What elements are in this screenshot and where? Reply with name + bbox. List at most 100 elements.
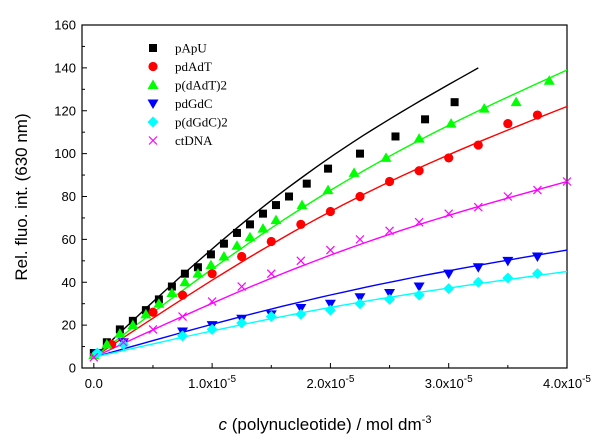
- point-diamond: [384, 293, 396, 305]
- point-square: [450, 98, 459, 107]
- point-triangle-up: [127, 319, 139, 330]
- point-x: [444, 209, 454, 219]
- point-circle: [444, 153, 454, 163]
- point-circle: [503, 119, 513, 129]
- x-axis-title-symbol: c: [219, 415, 228, 434]
- point-x: [118, 337, 128, 347]
- y-tick-label: 20: [62, 318, 76, 333]
- point-triangle-down: [295, 303, 307, 314]
- point-triangle-up: [231, 240, 243, 250]
- point-circle: [325, 206, 336, 217]
- point-square: [245, 220, 254, 229]
- point-circle: [148, 307, 158, 317]
- point-x: [148, 136, 158, 145]
- point-triangle-up: [244, 231, 256, 242]
- point-circle: [148, 61, 158, 72]
- legend-label: pdAdT: [175, 59, 212, 74]
- series-p-dadt-2: [88, 75, 555, 360]
- point-triangle-up: [101, 338, 113, 349]
- point-square: [324, 164, 333, 173]
- point-triangle-up: [140, 308, 152, 319]
- point-circle: [296, 219, 306, 229]
- point-circle: [384, 176, 395, 187]
- point-triangle-up: [179, 276, 191, 287]
- point-triangle-down: [443, 269, 455, 280]
- y-tick-label: 140: [54, 60, 76, 75]
- point-diamond: [324, 304, 336, 316]
- point-circle: [177, 290, 188, 300]
- y-tick-label: 120: [54, 103, 76, 118]
- point-triangle-up: [205, 259, 217, 270]
- point-square: [355, 149, 364, 158]
- point-square: [219, 239, 228, 248]
- point-x: [533, 185, 542, 195]
- legend-label: p(dGdC)2: [175, 115, 228, 130]
- x-axis-title-text: (polynucleotide) / mol dm: [227, 415, 422, 434]
- y-tick-label: 40: [62, 275, 76, 290]
- point-triangle-down: [384, 288, 396, 299]
- point-triangle-down: [502, 256, 514, 267]
- point-triangle-down: [413, 282, 425, 293]
- point-x: [562, 177, 572, 186]
- y-tick-label: 60: [62, 232, 76, 247]
- point-x: [207, 297, 217, 306]
- point-triangle-up: [543, 75, 555, 85]
- point-triangle-down: [531, 252, 543, 263]
- point-triangle-up: [147, 79, 159, 89]
- point-circle: [266, 236, 276, 247]
- point-diamond: [117, 338, 129, 350]
- y-axis: 0 20 40 60 80 100 120 140 160: [54, 18, 87, 376]
- point-square: [302, 179, 311, 188]
- point-triangle-up: [218, 251, 230, 261]
- point-triangle-up: [257, 223, 269, 233]
- y-tick-label: 100: [54, 146, 76, 161]
- series-pdadt: [106, 110, 543, 350]
- x-tick-label: 3.0x10-5: [425, 374, 473, 391]
- point-x: [414, 217, 424, 227]
- point-triangle-down: [324, 299, 336, 310]
- point-x: [237, 282, 247, 291]
- point-diamond: [502, 272, 514, 284]
- point-circle: [237, 251, 247, 262]
- data-points: [88, 75, 572, 362]
- point-diamond: [236, 317, 248, 329]
- y-tick-label: 0: [69, 361, 76, 376]
- point-triangle-up: [166, 287, 178, 297]
- fit-line: [93, 105, 568, 358]
- point-diamond: [177, 330, 189, 342]
- x-tick-label: 2.0x10-5: [306, 374, 354, 391]
- y-tick-label: 160: [54, 18, 76, 33]
- legend-label: ctDNA: [175, 133, 213, 148]
- point-diamond: [472, 276, 484, 288]
- point-triangle-up: [348, 167, 360, 177]
- point-diamond: [206, 323, 218, 335]
- point-diamond: [265, 311, 277, 323]
- point-triangle-up: [114, 328, 126, 338]
- point-x: [325, 245, 335, 255]
- point-x: [178, 312, 187, 321]
- point-x: [89, 352, 99, 362]
- point-triangle-up: [296, 199, 308, 210]
- point-square: [285, 192, 294, 201]
- point-x: [385, 226, 394, 236]
- point-triangle-up: [510, 96, 522, 107]
- point-diamond: [354, 298, 366, 310]
- point-square: [258, 209, 267, 218]
- point-x: [503, 192, 513, 201]
- y-axis-title: Rel. fluo. int. (630 nm): [12, 113, 31, 280]
- point-square: [421, 115, 430, 124]
- point-square: [167, 282, 176, 291]
- point-triangle-down: [147, 99, 159, 109]
- point-triangle-down: [472, 263, 484, 273]
- x-axis-title: c (polynucleotide) / mol dm-3: [219, 414, 432, 434]
- point-triangle-up: [270, 214, 282, 225]
- legend-label: pApU: [175, 41, 207, 56]
- point-circle: [473, 140, 483, 150]
- point-circle: [355, 191, 365, 202]
- series-ctdna: [89, 177, 572, 362]
- legend-label: pdGdC: [175, 96, 213, 111]
- point-circle: [414, 166, 424, 176]
- point-x: [473, 202, 483, 212]
- point-triangle-up: [322, 184, 334, 195]
